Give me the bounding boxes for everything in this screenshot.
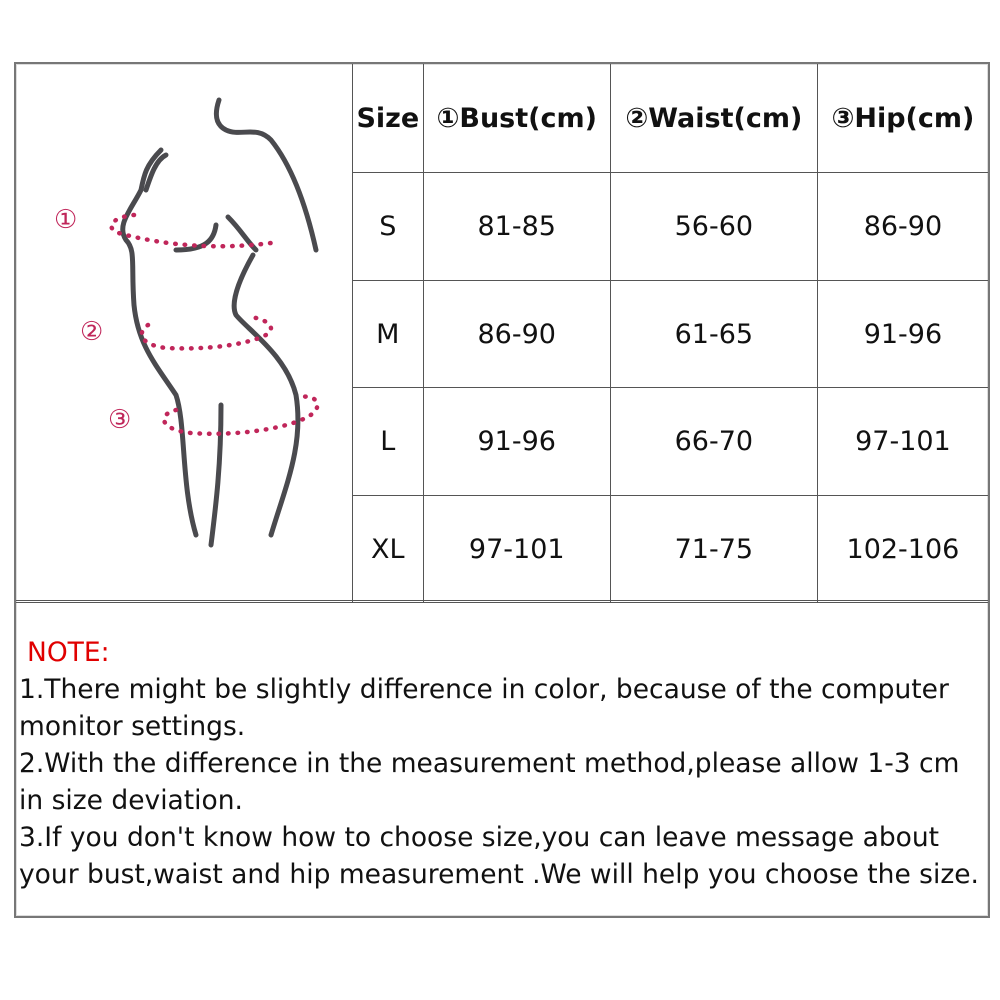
- table-row: M 86-90 61-65 91-96: [16, 280, 988, 388]
- table-row: S 81-85 56-60 86-90: [16, 172, 988, 281]
- header-hip: ③Hip(cm): [816, 64, 988, 173]
- header-waist: ②Waist(cm): [609, 64, 818, 173]
- hip-cell: 91-96: [816, 280, 988, 388]
- size-chart: ① ② ③ Size ①Bust(cm) ②Waist(cm) ③Hip(cm)…: [14, 62, 990, 918]
- size-cell: M: [352, 280, 424, 388]
- size-cell: XL: [352, 495, 424, 603]
- waist-cell: 61-65: [609, 280, 818, 388]
- hip-cell: 102-106: [816, 495, 988, 603]
- waist-cell: 71-75: [609, 495, 818, 603]
- bust-cell: 86-90: [422, 280, 611, 388]
- table-row: L 91-96 66-70 97-101: [16, 387, 988, 496]
- note-title: NOTE:: [27, 637, 110, 668]
- bust-cell: 81-85: [422, 172, 611, 281]
- header-bust: ①Bust(cm): [422, 64, 611, 173]
- waist-cell: 66-70: [609, 387, 818, 496]
- divider: [16, 600, 988, 601]
- note-line: 1.There might be slightly difference in …: [19, 674, 949, 742]
- hip-marker: ③: [108, 405, 131, 435]
- body-measurement-figure: ① ② ③: [16, 64, 353, 603]
- waist-cell: 56-60: [609, 172, 818, 281]
- note-line: 2.With the difference in the measurement…: [19, 748, 960, 816]
- waist-marker: ②: [80, 317, 103, 347]
- bust-cell: 97-101: [422, 495, 611, 603]
- hip-cell: 86-90: [816, 172, 988, 281]
- bust-cell: 91-96: [422, 387, 611, 496]
- bust-marker: ①: [54, 205, 77, 235]
- note-section: NOTE: 1.There might be slightly differen…: [19, 634, 984, 893]
- note-line: 3.If you don't know how to choose size,y…: [19, 822, 979, 890]
- size-cell: S: [352, 172, 424, 281]
- header-size: Size: [352, 64, 424, 173]
- body-silhouette-illustration: ① ② ③: [54, 97, 320, 548]
- size-table: ① ② ③ Size ①Bust(cm) ②Waist(cm) ③Hip(cm)…: [16, 64, 988, 603]
- table-row: XL 97-101 71-75 102-106: [16, 495, 988, 603]
- table-header-row: ① ② ③ Size ①Bust(cm) ②Waist(cm) ③Hip(cm): [16, 64, 988, 603]
- hip-cell: 97-101: [816, 387, 988, 496]
- size-cell: L: [352, 387, 424, 496]
